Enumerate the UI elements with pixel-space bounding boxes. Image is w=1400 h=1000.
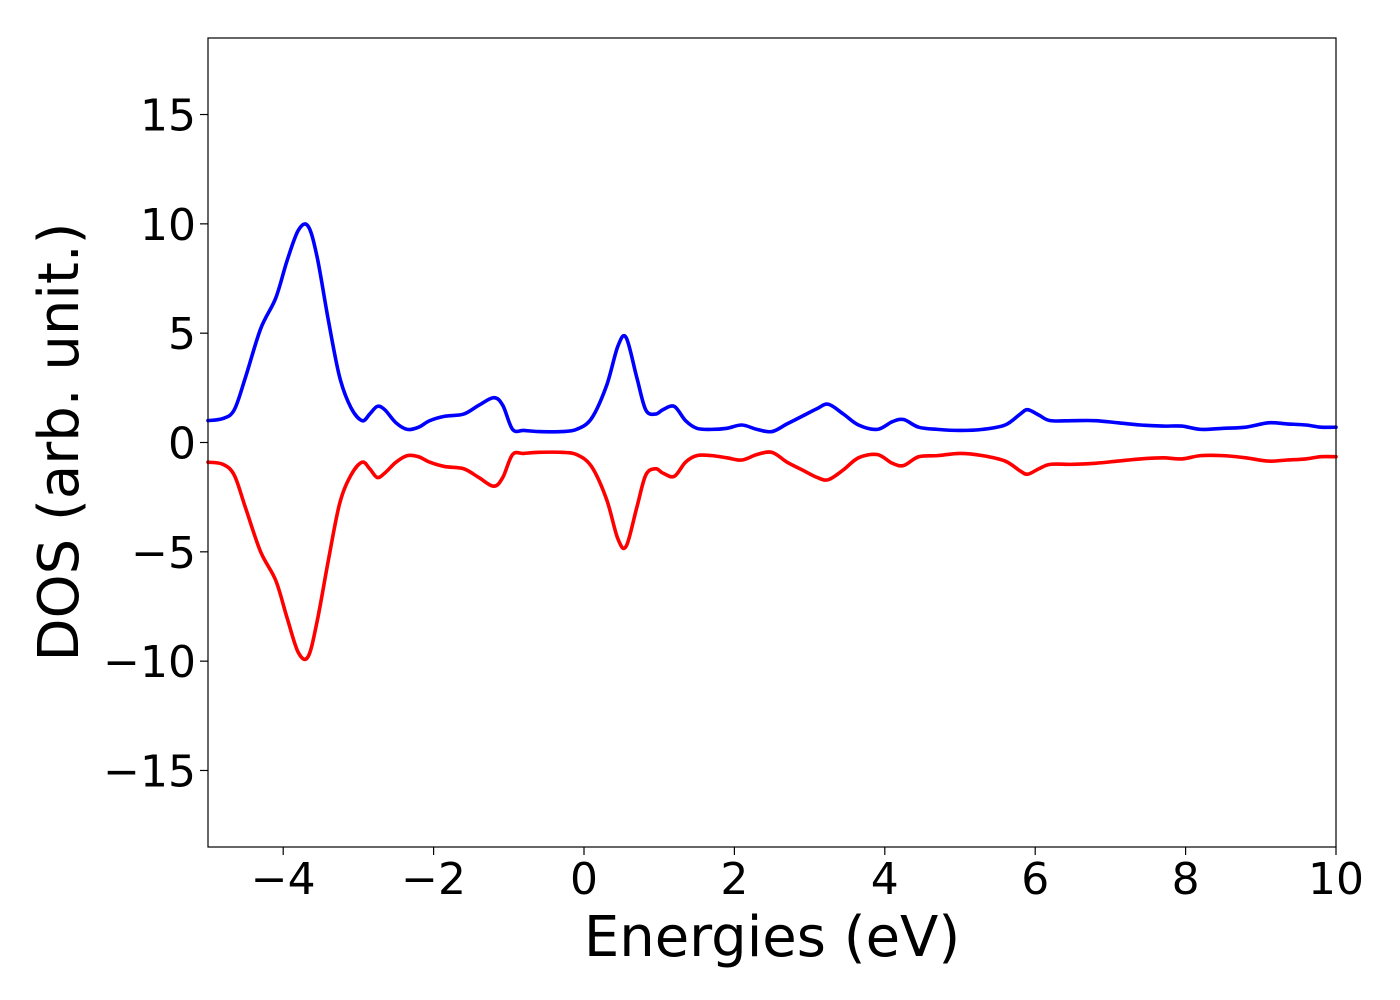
x-tick-label: −2 <box>401 854 466 905</box>
x-tick-label: −4 <box>251 854 316 905</box>
y-tick-label: −10 <box>103 637 196 688</box>
x-tick-label: 10 <box>1308 854 1364 905</box>
y-axis-title: DOS (arb. unit.) <box>27 222 92 661</box>
y-tick-label: 10 <box>140 200 196 251</box>
y-axis: 15 10 5 0 −5 −10 −15 <box>103 91 208 797</box>
x-axis: −4 −2 0 2 4 6 8 10 <box>251 847 1364 905</box>
y-tick-label: 5 <box>168 309 196 360</box>
x-tick-label: 6 <box>1021 854 1049 905</box>
x-tick-label: 0 <box>570 854 598 905</box>
series-line-2 <box>206 450 1338 662</box>
y-tick-label: −5 <box>131 528 196 579</box>
y-tick-label: −15 <box>103 746 196 797</box>
series-line-1 <box>206 222 1338 434</box>
x-tick-label: 8 <box>1172 854 1200 905</box>
x-tick-label: 2 <box>720 854 748 905</box>
y-tick-label: 0 <box>168 419 196 470</box>
x-axis-title: Energies (eV) <box>584 905 960 970</box>
y-tick-label: 15 <box>140 91 196 142</box>
x-tick-label: 4 <box>871 854 899 905</box>
series-layer <box>206 222 1338 662</box>
